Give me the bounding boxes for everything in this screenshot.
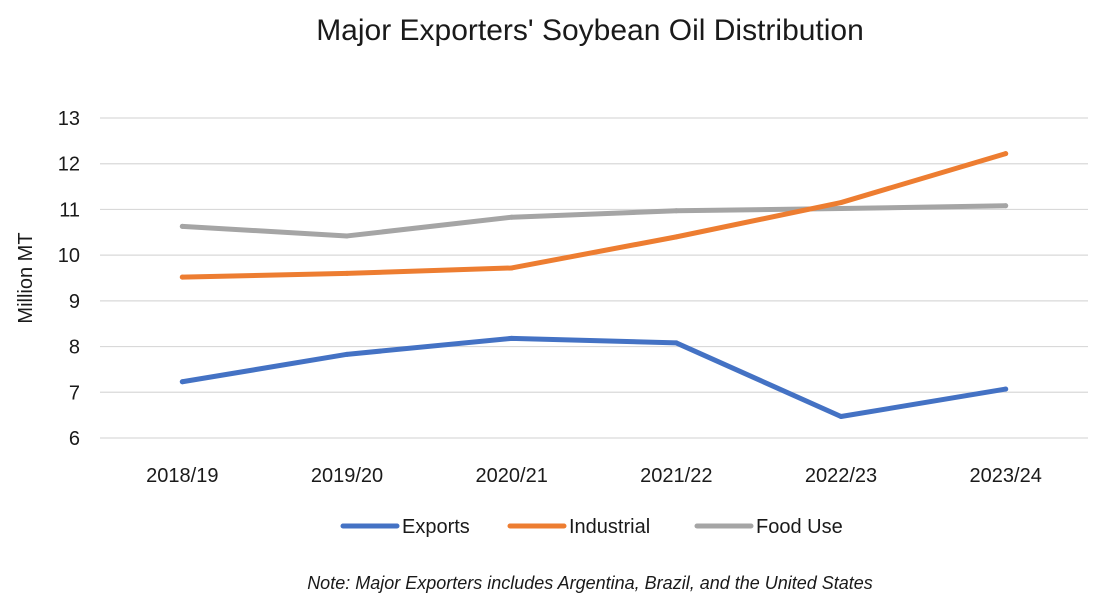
data-point: [838, 414, 844, 420]
series-line-industrial: [179, 151, 1009, 280]
data-point: [179, 223, 185, 229]
data-point: [509, 265, 515, 271]
chart-note: Note: Major Exporters includes Argentina…: [307, 573, 873, 593]
y-tick-label: 13: [58, 108, 80, 130]
legend-label: Food Use: [756, 516, 843, 538]
series-line-food-use: [179, 203, 1009, 239]
data-point: [673, 234, 679, 240]
y-axis-ticks: 6 7 8 9 10 11 12 13: [58, 108, 80, 450]
data-point: [509, 335, 515, 341]
data-point: [838, 206, 844, 212]
data-point: [179, 274, 185, 280]
y-tick-label: 7: [69, 382, 80, 404]
data-point: [838, 200, 844, 206]
data-point: [179, 379, 185, 385]
y-tick-label: 11: [59, 199, 80, 221]
data-point: [1003, 151, 1009, 157]
x-tick-label: 2021/22: [640, 465, 712, 487]
y-tick-label: 9: [69, 291, 80, 313]
x-tick-label: 2019/20: [311, 465, 383, 487]
data-point: [673, 340, 679, 346]
x-tick-label: 2022/23: [805, 465, 877, 487]
data-point: [509, 214, 515, 220]
gridlines: [100, 117, 1088, 439]
x-tick-label: 2020/21: [476, 465, 548, 487]
y-tick-label: 10: [58, 245, 80, 267]
data-point: [1003, 203, 1009, 209]
legend: Exports Industrial Food Use: [340, 516, 843, 538]
x-tick-label: 2023/24: [970, 465, 1042, 487]
y-tick-label: 8: [69, 337, 80, 359]
data-point: [1003, 386, 1009, 392]
legend-label: Exports: [402, 516, 470, 538]
legend-label: Industrial: [569, 516, 650, 538]
chart-title: Major Exporters' Soybean Oil Distributio…: [316, 14, 864, 47]
data-point: [344, 233, 350, 239]
y-axis-label: Million MT: [15, 232, 37, 323]
x-tick-label: 2018/19: [146, 465, 218, 487]
series-line-exports: [179, 335, 1009, 420]
data-point: [344, 351, 350, 357]
data-point: [344, 270, 350, 276]
series-lines: [179, 151, 1009, 420]
data-point: [673, 208, 679, 214]
y-tick-label: 12: [58, 154, 80, 176]
y-tick-label: 6: [69, 428, 80, 450]
x-axis-ticks: 2018/19 2019/20 2020/21 2021/22 2022/23 2023/…: [146, 465, 1042, 487]
